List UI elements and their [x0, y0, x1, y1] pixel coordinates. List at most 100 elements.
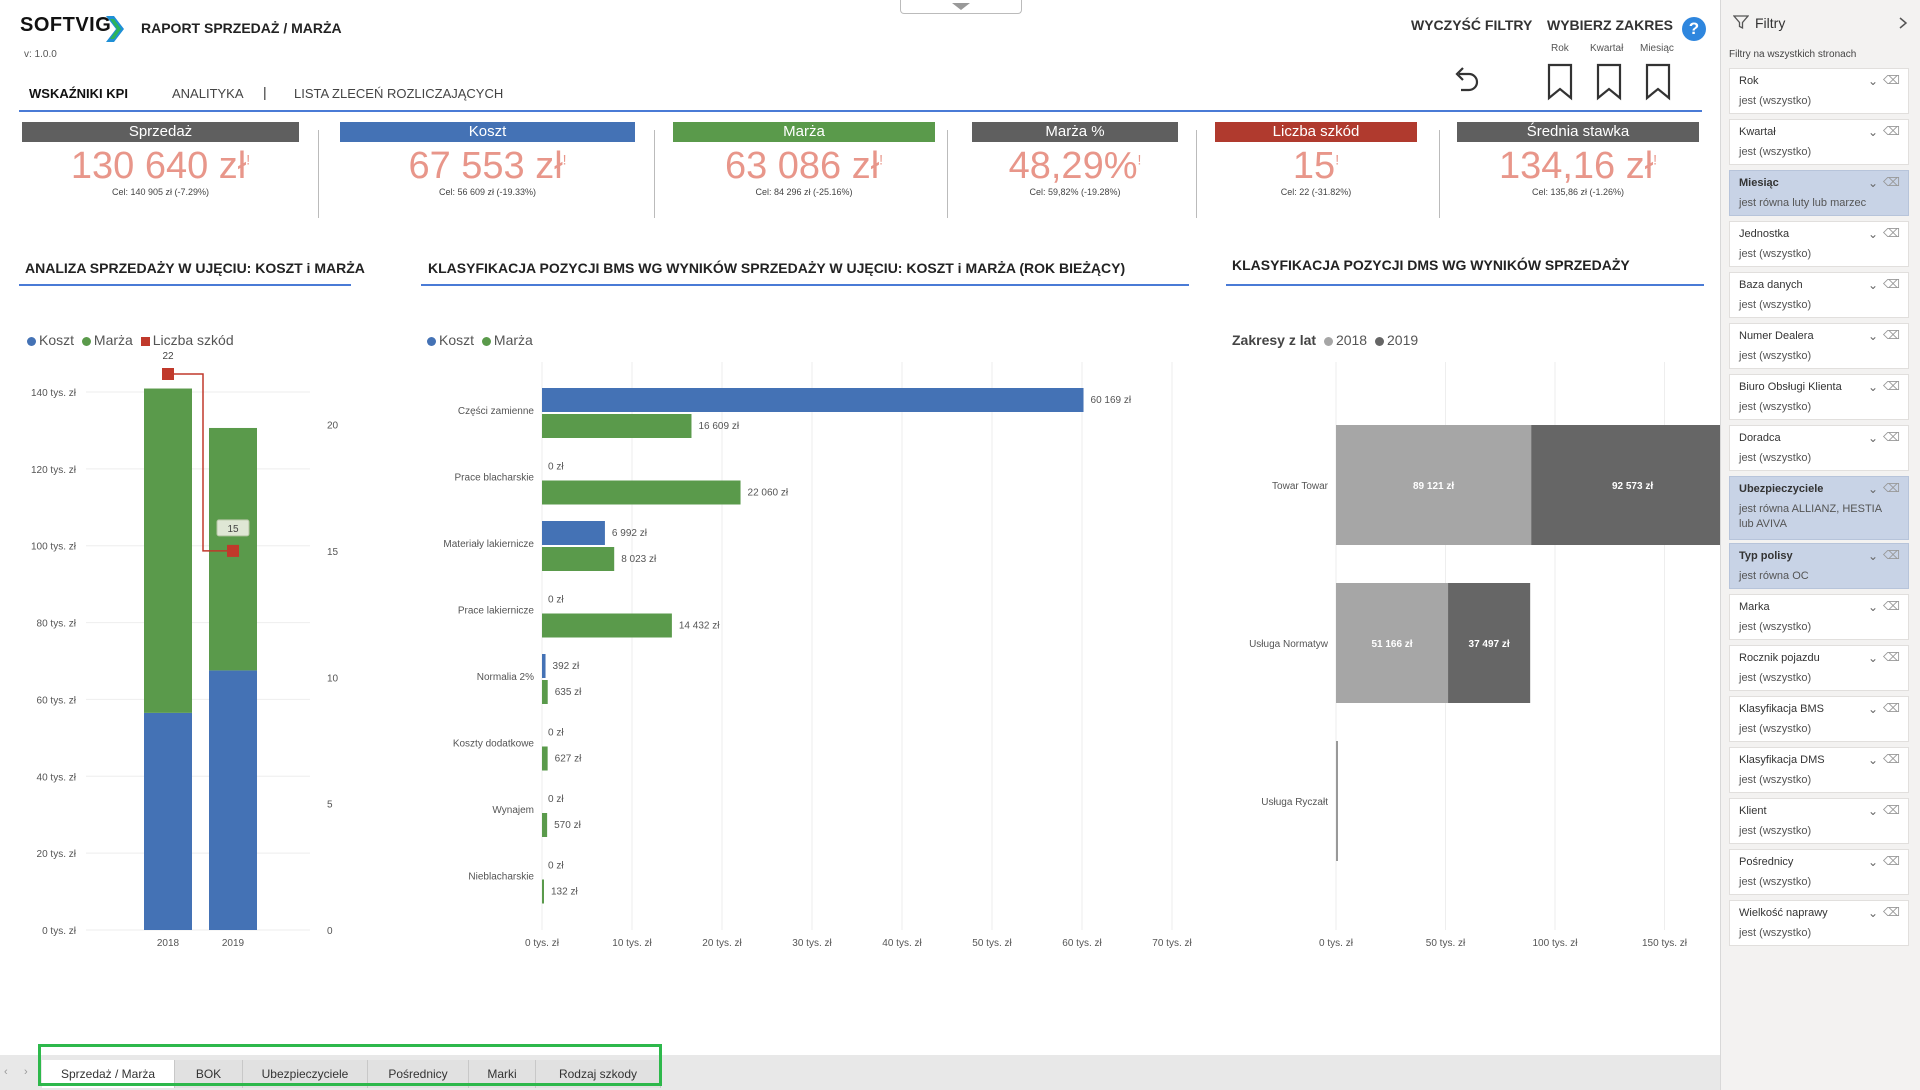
chevron-down-icon[interactable]: ⌄ [1867, 227, 1878, 241]
filter-card[interactable]: Numer Dealera jest (wszystko) ⌄ ⌫ [1729, 323, 1909, 369]
data-label-marza: 635 zł [555, 687, 582, 698]
filter-card[interactable]: Doradca jest (wszystko) ⌄ ⌫ [1729, 425, 1909, 471]
filter-value: jest (wszystko) [1739, 876, 1812, 888]
bar-koszt [542, 521, 605, 545]
range-rok-label: Rok [1551, 43, 1569, 54]
filter-value: jest (wszystko) [1739, 672, 1812, 684]
clear-filter-icon[interactable]: ⌫ [1883, 430, 1900, 444]
legend-item-marza[interactable]: Marża [481, 332, 533, 348]
data-label-marza: 627 zł [555, 754, 582, 765]
clear-filter-icon[interactable]: ⌫ [1883, 124, 1900, 138]
legend-item-marza[interactable]: Marża [81, 332, 133, 348]
bar-marza [542, 480, 741, 505]
collapse-header-toggle[interactable] [900, 0, 1022, 14]
chevron-down-icon[interactable]: ⌄ [1867, 906, 1878, 920]
tab-lista-zlecen[interactable]: LISTA ZLECEŃ ROZLICZAJĄCYCH [294, 86, 504, 101]
filter-card[interactable]: Klasyfikacja BMS jest (wszystko) ⌄ ⌫ [1729, 696, 1909, 742]
clear-filter-icon[interactable]: ⌫ [1883, 481, 1900, 495]
filter-name: Klient [1739, 805, 1767, 817]
collapse-pane-chevron-icon[interactable] [1897, 16, 1909, 30]
chevron-down-icon[interactable]: ⌄ [1867, 482, 1878, 496]
tab-kpi[interactable]: WSKAŹNIKI KPI [29, 86, 128, 101]
clear-filters-button[interactable]: WYCZYŚĆ FILTRY [1411, 17, 1533, 33]
tab-analityka[interactable]: ANALITYKA [172, 86, 244, 101]
clear-filter-icon[interactable]: ⌫ [1883, 803, 1900, 817]
filter-card[interactable]: Pośrednicy jest (wszystko) ⌄ ⌫ [1729, 849, 1909, 895]
y2-tick-label: 5 [327, 800, 333, 811]
filter-value: jest (wszystko) [1739, 95, 1812, 107]
clear-filter-icon[interactable]: ⌫ [1883, 226, 1900, 240]
legend-item-koszt[interactable]: Koszt [427, 332, 474, 348]
help-icon[interactable]: ? [1682, 17, 1706, 41]
section-underline-1 [19, 284, 351, 286]
legend-item-koszt[interactable]: Koszt [27, 332, 74, 348]
chevron-down-icon[interactable]: ⌄ [1867, 651, 1878, 665]
section-title-analiza: ANALIZA SPRZEDAŻY W UJĘCIU: KOSZT i MARŻ… [25, 260, 365, 276]
bar-2018 [1336, 425, 1532, 545]
kpi-koszt-value: 67 553 zł! [408, 145, 567, 187]
clear-filter-icon[interactable]: ⌫ [1883, 701, 1900, 715]
x-tick-label: 60 tys. zł [1062, 938, 1102, 949]
chevron-down-icon[interactable]: ⌄ [1867, 329, 1878, 343]
clear-filter-icon[interactable]: ⌫ [1883, 73, 1900, 87]
filter-card[interactable]: Miesiąc jest równa luty lub marzec ⌄ ⌫ [1729, 170, 1909, 216]
data-label-marza: 8 023 zł [621, 554, 657, 565]
chevron-down-icon[interactable]: ⌄ [1867, 753, 1878, 767]
filter-card[interactable]: Rocznik pojazdu jest (wszystko) ⌄ ⌫ [1729, 645, 1909, 691]
clear-filter-icon[interactable]: ⌫ [1883, 650, 1900, 664]
filter-card[interactable]: Kwartał jest (wszystko) ⌄ ⌫ [1729, 119, 1909, 165]
clear-filter-icon[interactable]: ⌫ [1883, 905, 1900, 919]
legend-item-2018[interactable]: 2018 [1323, 332, 1367, 348]
clear-filter-icon[interactable]: ⌫ [1883, 379, 1900, 393]
chevron-down-icon[interactable]: ⌄ [1867, 431, 1878, 445]
kpi-sprzedaz-value: 130 640 zł! [70, 145, 251, 187]
filter-card[interactable]: Klient jest (wszystko) ⌄ ⌫ [1729, 798, 1909, 844]
chevron-down-icon[interactable]: ⌄ [1867, 549, 1878, 563]
data-label-koszt: 0 zł [548, 728, 564, 739]
filter-value: jest (wszystko) [1739, 299, 1812, 311]
clear-filter-icon[interactable]: ⌫ [1883, 599, 1900, 613]
bar-marza [542, 414, 692, 438]
chevron-down-icon[interactable]: ⌄ [1867, 278, 1878, 292]
filter-name: Marka [1739, 601, 1770, 613]
filter-card[interactable]: Rok jest (wszystko) ⌄ ⌫ [1729, 68, 1909, 114]
chevron-down-icon[interactable]: ⌄ [1867, 176, 1878, 190]
section-title-bms: KLASYFIKACJA POZYCJI BMS WG WYNIKÓW SPRZ… [428, 260, 1126, 276]
legend-item-szkody[interactable]: Liczba szkód [140, 332, 234, 348]
tabs-scroll-right-icon[interactable]: › [24, 1066, 28, 1078]
clear-filter-icon[interactable]: ⌫ [1883, 175, 1900, 189]
chevron-down-icon[interactable]: ⌄ [1867, 125, 1878, 139]
data-label-marza: 16 609 zł [698, 421, 739, 432]
kpi-warning-marker: ! [246, 151, 251, 168]
clear-filter-icon[interactable]: ⌫ [1883, 752, 1900, 766]
filter-card[interactable]: Baza danych jest (wszystko) ⌄ ⌫ [1729, 272, 1909, 318]
clear-filter-icon[interactable]: ⌫ [1883, 277, 1900, 291]
legend-item-2019[interactable]: 2019 [1375, 332, 1418, 348]
filter-card[interactable]: Ubezpieczyciele jest równa ALLIANZ, HEST… [1729, 476, 1909, 540]
legend-chart3: Zakresy z lat 2018 2019 [1232, 332, 1418, 348]
filter-value: jest równa luty lub marzec [1739, 197, 1867, 209]
filter-card[interactable]: Typ polisy jest równa OC ⌄ ⌫ [1729, 543, 1909, 589]
chevron-down-icon[interactable]: ⌄ [1867, 804, 1878, 818]
filter-card[interactable]: Klasyfikacja DMS jest (wszystko) ⌄ ⌫ [1729, 747, 1909, 793]
chevron-down-icon[interactable]: ⌄ [1867, 74, 1878, 88]
chevron-down-icon[interactable]: ⌄ [1867, 855, 1878, 869]
filter-card[interactable]: Jednostka jest (wszystko) ⌄ ⌫ [1729, 221, 1909, 267]
clear-filter-icon[interactable]: ⌫ [1883, 548, 1900, 562]
filter-value: jest (wszystko) [1739, 146, 1812, 158]
filter-icon [1733, 15, 1749, 30]
clear-filter-icon[interactable]: ⌫ [1883, 854, 1900, 868]
clear-filter-icon[interactable]: ⌫ [1883, 328, 1900, 342]
chevron-down-icon[interactable]: ⌄ [1867, 702, 1878, 716]
filter-card[interactable]: Wielkość naprawy jest (wszystko) ⌄ ⌫ [1729, 900, 1909, 946]
x-tick-label: 30 tys. zł [792, 938, 832, 949]
bookmark-miesiac-icon[interactable] [1644, 63, 1672, 101]
chevron-down-icon[interactable]: ⌄ [1867, 380, 1878, 394]
filter-card[interactable]: Biuro Obsługi Klienta jest (wszystko) ⌄ … [1729, 374, 1909, 420]
bookmark-rok-icon[interactable] [1546, 63, 1574, 101]
chevron-down-icon[interactable]: ⌄ [1867, 600, 1878, 614]
bookmark-kwartal-icon[interactable] [1595, 63, 1623, 101]
filter-card[interactable]: Marka jest (wszystko) ⌄ ⌫ [1729, 594, 1909, 640]
undo-icon[interactable] [1451, 64, 1481, 94]
tabs-scroll-left-icon[interactable]: ‹ [4, 1066, 8, 1078]
